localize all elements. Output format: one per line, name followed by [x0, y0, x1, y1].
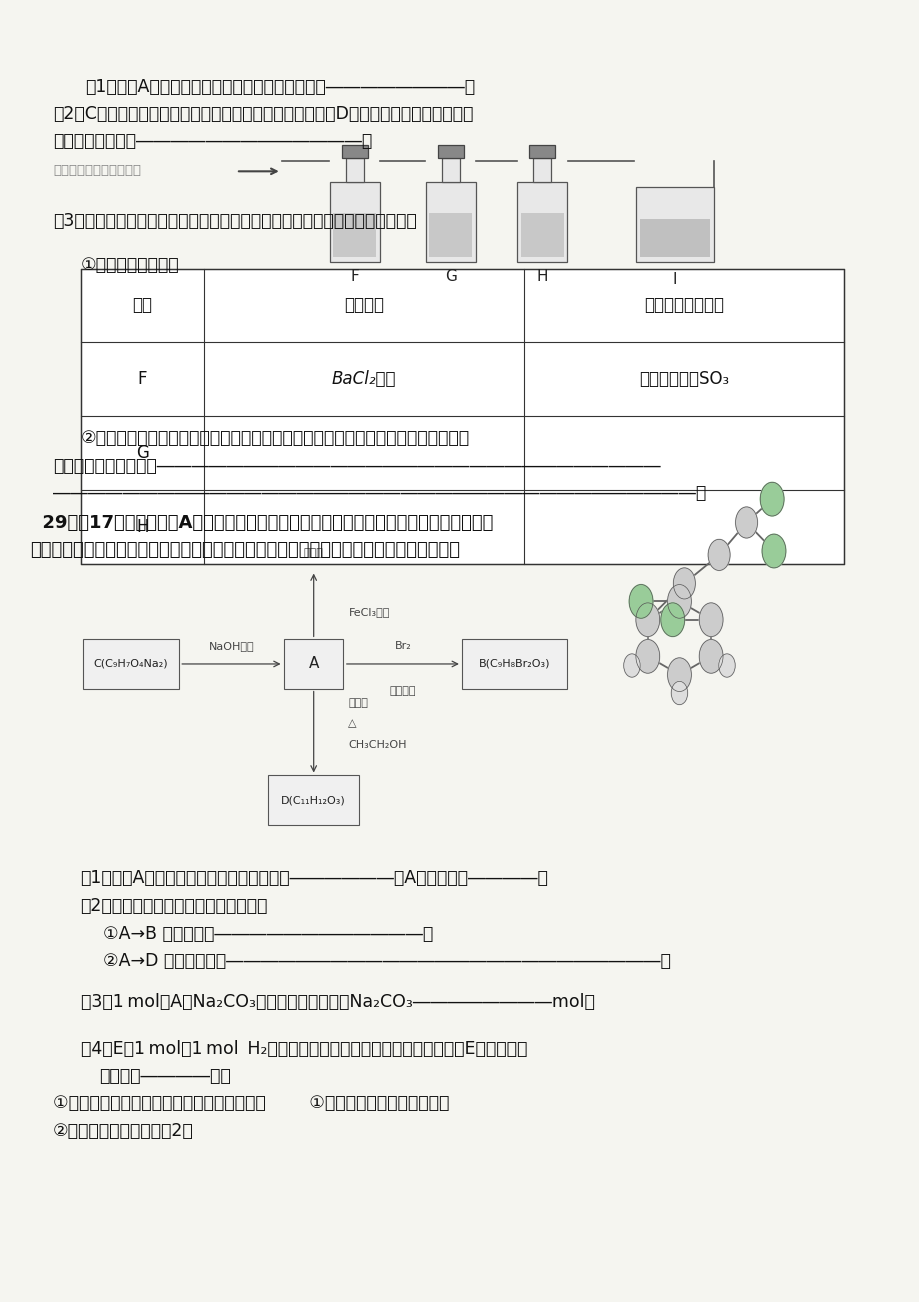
Text: 加入试剂: 加入试剂: [344, 297, 383, 315]
Text: （1）写出A中除酚羟基外的含氧官能团名称――――――，A的结构简式――――。: （1）写出A中除酚羟基外的含氧官能团名称――――――，A的结构简式――――。: [81, 868, 548, 887]
Text: ②A→D 化学方程式：―――――――――――――――――――――――――。: ②A→D 化学方程式：―――――――――――――――――――――――――。: [103, 952, 671, 970]
Text: A: A: [308, 656, 319, 672]
Text: H: H: [136, 518, 148, 536]
Circle shape: [623, 654, 640, 677]
Bar: [635, 187, 713, 262]
Bar: [342, 146, 368, 159]
Text: ②乙同学认为，上述实验中检验尾气中的方法是错误的，其理由是（用必要的文字及: ②乙同学认为，上述实验中检验尾气中的方法是错误的，其理由是（用必要的文字及: [81, 430, 469, 448]
Text: ①请写出表中空格：: ①请写出表中空格：: [81, 255, 179, 273]
Text: ①A→B 反应类型：――――――――――――；: ①A→B 反应类型：――――――――――――；: [103, 924, 433, 943]
Circle shape: [698, 639, 722, 673]
Circle shape: [761, 534, 785, 568]
Text: FeCl₃溶液: FeCl₃溶液: [348, 607, 390, 617]
Bar: [461, 639, 567, 689]
Text: G: G: [136, 444, 149, 462]
Text: F: F: [137, 370, 147, 388]
Text: 化学反应方程式说明）―――――――――――――――――――――――――――――: 化学反应方程式说明）―――――――――――――――――――――――――――――: [53, 457, 660, 474]
Bar: [346, 159, 364, 182]
Text: Br₂: Br₂: [394, 641, 411, 651]
Circle shape: [673, 568, 695, 599]
Text: B(C₉H₈Br₂O₃): B(C₉H₈Br₂O₃): [479, 659, 550, 669]
Text: 从接触室引入一定量气体: 从接触室引入一定量气体: [53, 164, 141, 177]
Circle shape: [635, 603, 659, 637]
Bar: [529, 146, 554, 159]
Bar: [83, 639, 178, 689]
Bar: [284, 639, 343, 689]
Circle shape: [698, 603, 722, 637]
Circle shape: [718, 654, 734, 677]
Text: 检验尾气中的SO₃: 检验尾气中的SO₃: [639, 370, 729, 388]
Text: △: △: [348, 717, 357, 728]
Circle shape: [660, 603, 684, 637]
Bar: [329, 182, 380, 262]
Circle shape: [708, 539, 730, 570]
Text: NaOH溶液: NaOH溶液: [209, 641, 254, 651]
Bar: [437, 146, 463, 159]
Text: BaCl₂溶液: BaCl₂溶液: [332, 370, 396, 388]
Text: （3）甲同学为检验从接触室中出来的气体的主要成份，甲同学设计如下实验：: （3）甲同学为检验从接触室中出来的气体的主要成份，甲同学设计如下实验：: [53, 211, 416, 229]
Text: ―――――――――――――――――――――――――――――――――――――。: ―――――――――――――――――――――――――――――――――――――。: [53, 484, 706, 501]
Bar: [533, 159, 550, 182]
Text: 还会造成的后果是―――――――――――――。: 还会造成的后果是―――――――――――――。: [53, 133, 372, 151]
Text: （2）C装置为净化装置，若无该装置，将混合气体直接通入D装置，除对设备有腔蚀个，: （2）C装置为净化装置，若无该装置，将混合气体直接通入D装置，除对设备有腔蚀个，: [53, 105, 473, 124]
Bar: [425, 182, 475, 262]
Text: 体其中有――――种。: 体其中有――――种。: [98, 1068, 231, 1085]
Text: （2）写出下列化学方程式或反应类型：: （2）写出下列化学方程式或反应类型：: [81, 897, 267, 915]
Text: ①苯环上有三个取代基，其中之两个为酚羟基   ①属于酯类且能发生銀镜反应: ①苯环上有三个取代基，其中之两个为酚羟基 ①属于酯类且能发生銀镜反应: [53, 1095, 449, 1112]
Text: H: H: [536, 268, 548, 284]
Circle shape: [635, 639, 659, 673]
Bar: [333, 212, 376, 256]
Text: （1）装置A用来制取氧气，相应的化学反应施工为――――――――。: （1）装置A用来制取氧气，相应的化学反应施工为――――――――。: [85, 78, 475, 96]
Text: 29．（17分）咋啊酸（A）是一种具有止血、镇咋、祁痰的芳香烃的衍生物，其分子模型: 29．（17分）咋啊酸（A）是一种具有止血、镇咋、祁痰的芳香烃的衍生物，其分子模…: [30, 513, 494, 531]
Text: C(C₉H₇O₄Na₂): C(C₉H₇O₄Na₂): [94, 659, 168, 669]
Text: 加入该试剂的目的: 加入该试剂的目的: [643, 297, 723, 315]
Text: （4）E是1 mol与1 mol H₂加成后的产物，同时符合下列的三个要求的E的同分异构: （4）E是1 mol与1 mol H₂加成后的产物，同时符合下列的三个要求的E的…: [81, 1040, 527, 1059]
Circle shape: [667, 658, 690, 691]
Circle shape: [667, 585, 690, 618]
Text: 显紫色: 显紫色: [303, 548, 323, 557]
Bar: [516, 182, 567, 262]
Text: F: F: [350, 268, 358, 284]
Text: ②苯环上的一氯化物只有2种: ②苯环上的一氯化物只有2种: [53, 1121, 194, 1139]
Text: D(C₁₁H₁₂O₃): D(C₁₁H₁₂O₃): [281, 796, 346, 805]
Text: 浓硫酸: 浓硫酸: [348, 698, 368, 708]
Circle shape: [735, 506, 756, 538]
Bar: [267, 776, 359, 824]
Text: CH₃CH₂OH: CH₃CH₂OH: [348, 740, 406, 750]
Bar: [81, 268, 843, 564]
Text: 如下图所示（图中球与球之间的连线代表化学键，如单键、双键等）。它具有如下转化关系: 如下图所示（图中球与球之间的连线代表化学键，如单键、双键等）。它具有如下转化关系: [30, 540, 459, 559]
Text: G: G: [445, 268, 457, 284]
Text: 一定条件: 一定条件: [389, 686, 415, 697]
Text: I: I: [672, 272, 676, 288]
Text: 仪器: 仪器: [132, 297, 152, 315]
Circle shape: [671, 681, 686, 704]
Bar: [429, 212, 471, 256]
Bar: [441, 159, 460, 182]
Text: （3）1 mol的A和Na₂CO₃溶液反应，最多消耗Na₂CO₃――――――――mol。: （3）1 mol的A和Na₂CO₃溶液反应，最多消耗Na₂CO₃――――――――…: [81, 993, 594, 1012]
Circle shape: [759, 482, 783, 516]
Bar: [639, 219, 709, 256]
Bar: [520, 212, 563, 256]
Circle shape: [629, 585, 652, 618]
